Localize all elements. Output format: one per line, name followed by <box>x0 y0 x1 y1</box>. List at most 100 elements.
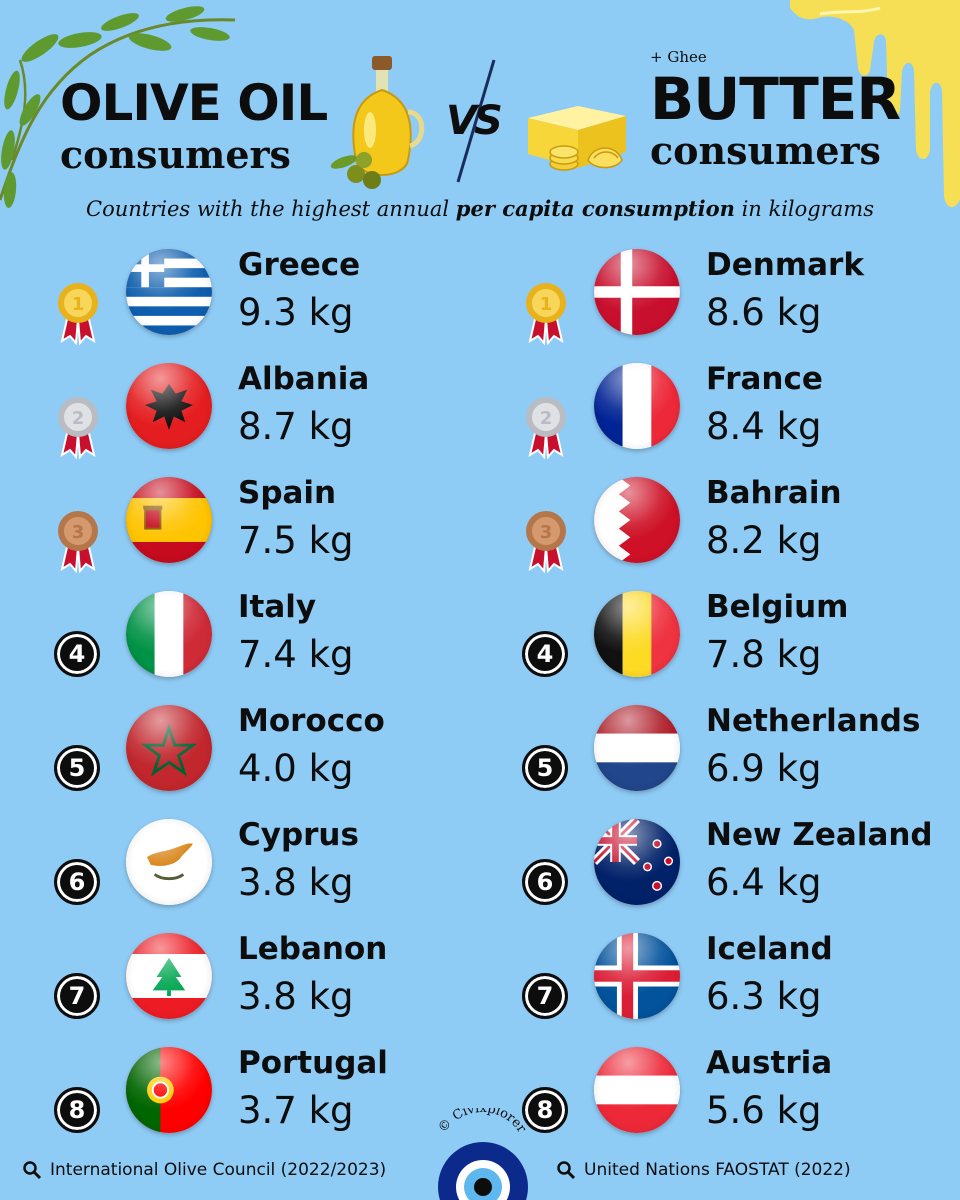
gold-medal-icon: 1 <box>54 263 100 346</box>
rank-badge: 7 <box>54 947 100 1019</box>
olive-branch-decoration <box>0 6 236 208</box>
consumption-value: 6.9 kg <box>706 747 822 790</box>
olive-oil-ranking-list: 1 Greece 9.3 kg 2 Albania 8.7 kg 3 Spain 7.5 kg 4… <box>50 245 490 1157</box>
svg-text:1: 1 <box>540 294 553 315</box>
rank-badge: 5 <box>54 719 100 791</box>
rank-badge: 4 <box>54 605 100 677</box>
svg-text:3: 3 <box>72 522 85 543</box>
country-name: Bahrain <box>706 475 842 511</box>
olive-oil-row: 7 Lebanon 3.8 kg <box>50 929 490 1043</box>
consumption-value: 6.4 kg <box>706 861 822 904</box>
olive-oil-row: 4 Italy 7.4 kg <box>50 587 490 701</box>
olive-oil-row: 5 Morocco 4.0 kg <box>50 701 490 815</box>
consumption-value: 8.7 kg <box>238 405 354 448</box>
country-name: Cyprus <box>238 817 359 853</box>
source-butter-text: United Nations FAOSTAT (2022) <box>584 1160 851 1180</box>
butter-row: 3 Bahrain 8.2 kg <box>518 473 958 587</box>
header: OLIVE OIL consumers VS + Ghee BUTTER con… <box>0 0 960 240</box>
source-butter: United Nations FAOSTAT (2022) <box>556 1160 851 1180</box>
butter-row: 8 Austria 5.6 kg <box>518 1043 958 1157</box>
subtitle-bold: per capita consumption <box>455 196 735 221</box>
butter-row: 1 Denmark 8.6 kg <box>518 245 958 359</box>
brand-name: © Civixplorer <box>435 1108 529 1136</box>
consumption-value: 8.2 kg <box>706 519 822 562</box>
consumption-value: 7.8 kg <box>706 633 822 676</box>
consumption-value: 7.4 kg <box>238 633 354 676</box>
rank-number: 5 <box>522 745 568 791</box>
netherlands-flag-icon <box>594 705 680 791</box>
rank-badge: 8 <box>522 1061 568 1133</box>
olive-oil-title: OLIVE OIL consumers <box>60 74 328 177</box>
rank-badge: 6 <box>54 833 100 905</box>
country-name: Italy <box>238 589 317 625</box>
butter-title: + Ghee BUTTER consumers <box>650 48 901 173</box>
butter-title-line2: consumers <box>650 128 881 173</box>
greece-flag-icon <box>126 249 212 335</box>
new-zealand-flag-icon <box>594 819 680 905</box>
consumption-value: 8.4 kg <box>706 405 822 448</box>
ghee-note: + Ghee <box>650 48 707 66</box>
rank-number: 4 <box>522 631 568 677</box>
bahrain-flag-icon <box>594 477 680 563</box>
gold-medal-icon: 1 <box>522 263 568 346</box>
cyprus-flag-icon <box>126 819 212 905</box>
consumption-value: 3.7 kg <box>238 1089 354 1132</box>
consumption-value: 9.3 kg <box>238 291 354 334</box>
lebanon-flag-icon <box>126 933 212 1019</box>
belgium-flag-icon <box>594 591 680 677</box>
source-olive-oil-text: International Olive Council (2022/2023) <box>50 1160 387 1180</box>
olive-oil-row: 1 Greece 9.3 kg <box>50 245 490 359</box>
olive-oil-title-line1: OLIVE OIL <box>60 74 328 132</box>
bronze-medal-icon: 3 <box>54 491 100 574</box>
country-name: Greece <box>238 247 361 283</box>
rank-number: 4 <box>54 631 100 677</box>
rank-badge: 4 <box>522 605 568 677</box>
consumption-value: 3.8 kg <box>238 861 354 904</box>
olive-oil-row: 8 Portugal 3.7 kg <box>50 1043 490 1157</box>
country-name: Portugal <box>238 1045 388 1081</box>
rank-number: 8 <box>522 1087 568 1133</box>
morocco-flag-icon <box>126 705 212 791</box>
butter-title-line1: BUTTER <box>650 65 901 133</box>
butter-drip-decoration <box>790 0 960 208</box>
evil-eye-logo-icon <box>438 1142 528 1200</box>
consumption-value: 6.3 kg <box>706 975 822 1018</box>
butter-row: 5 Netherlands 6.9 kg <box>518 701 958 815</box>
rank-number: 5 <box>54 745 100 791</box>
butter-row: 7 Iceland 6.3 kg <box>518 929 958 1043</box>
butter-row: 4 Belgium 7.8 kg <box>518 587 958 701</box>
svg-text:2: 2 <box>72 408 85 429</box>
country-name: France <box>706 361 823 397</box>
source-olive-oil: International Olive Council (2022/2023) <box>22 1160 386 1180</box>
olive-oil-row: 2 Albania 8.7 kg <box>50 359 490 473</box>
italy-flag-icon <box>126 591 212 677</box>
consumption-value: 4.0 kg <box>238 747 354 790</box>
butter-ranking-list: 1 Denmark 8.6 kg 2 France 8.4 kg 3 Bahrain 8.2 k… <box>518 245 958 1157</box>
subtitle: Countries with the highest annual per ca… <box>0 196 960 221</box>
rank-number: 6 <box>54 859 100 905</box>
brand-arc-text: © Civixplorer <box>435 1108 529 1136</box>
country-name: Denmark <box>706 247 864 283</box>
country-name: Netherlands <box>706 703 921 739</box>
france-flag-icon <box>594 363 680 449</box>
versus-label: VS <box>446 98 503 144</box>
rank-number: 7 <box>54 973 100 1019</box>
silver-medal-icon: 2 <box>54 377 100 460</box>
country-name: Morocco <box>238 703 385 739</box>
butter-block-icon <box>528 106 626 171</box>
country-name: Lebanon <box>238 931 388 967</box>
country-name: Albania <box>238 361 370 397</box>
magnifier-icon <box>23 1161 42 1180</box>
olive-oil-title-line2: consumers <box>60 132 291 177</box>
portugal-flag-icon <box>126 1047 212 1133</box>
magnifier-icon <box>557 1161 576 1180</box>
country-name: New Zealand <box>706 817 933 853</box>
rank-number: 6 <box>522 859 568 905</box>
subtitle-pre: Countries with the highest annual <box>86 197 456 221</box>
iceland-flag-icon <box>594 933 680 1019</box>
country-name: Spain <box>238 475 337 511</box>
olive-oil-bottle-icon <box>330 56 425 189</box>
rank-badge: 6 <box>522 833 568 905</box>
silver-medal-icon: 2 <box>522 377 568 460</box>
svg-text:3: 3 <box>540 522 553 543</box>
